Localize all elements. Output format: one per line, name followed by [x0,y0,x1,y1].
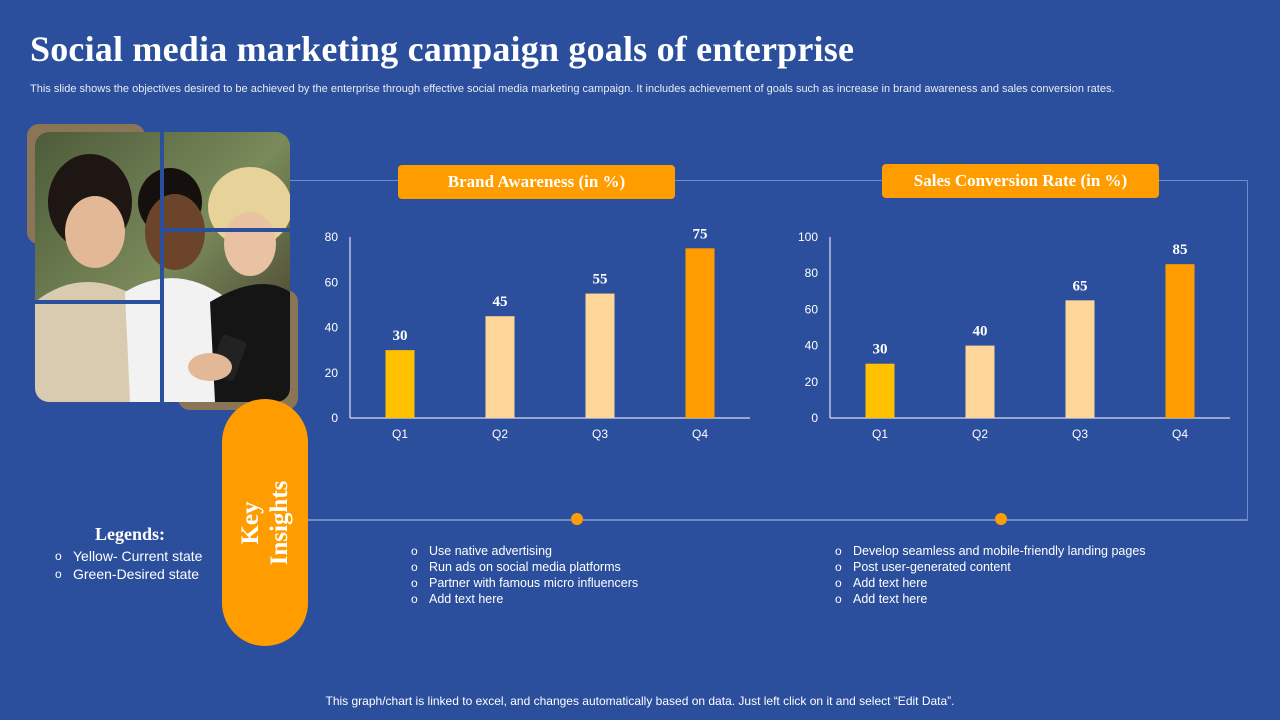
y-tick-label: 0 [811,411,818,425]
key-insights-line2: Insights [266,480,293,565]
x-tick-label: Q3 [1072,427,1088,441]
bar [485,316,515,418]
insights-list-right: Develop seamless and mobile-friendly lan… [835,543,1146,607]
insight-right-3: Add text here [835,575,1146,591]
insight-left-2: Run ads on social media platforms [411,559,638,575]
bar [385,350,415,418]
footer-note: This graph/chart is linked to excel, and… [325,694,955,708]
key-insights-label: Key Insights [236,480,294,565]
insight-right-4: Add text here [835,591,1146,607]
page-subtitle: This slide shows the objectives desired … [30,83,1115,95]
x-tick-label: Q2 [492,427,508,441]
insight-left-3: Partner with famous micro influencers [411,575,638,591]
insights-list-left: Use native advertising Run ads on social… [411,543,638,607]
legend-item-current: Yellow- Current state [55,547,202,565]
timeline-dot-right [995,513,1007,525]
insight-right-1: Develop seamless and mobile-friendly lan… [835,543,1146,559]
bar [685,248,715,418]
y-tick-label: 40 [325,321,339,335]
sales-conversion-badge: Sales Conversion Rate (in %) [882,164,1159,198]
y-tick-label: 100 [798,230,818,244]
bar [1165,264,1195,418]
bar-value-label: 65 [1073,278,1088,294]
x-tick-label: Q3 [592,427,608,441]
y-tick-label: 80 [325,230,339,244]
x-tick-label: Q4 [1172,427,1188,441]
timeline-line [300,519,1248,521]
y-tick-label: 20 [805,375,819,389]
bar-value-label: 75 [693,226,708,242]
y-tick-label: 60 [805,302,819,316]
x-tick-label: Q4 [692,427,708,441]
y-tick-label: 0 [331,411,338,425]
x-tick-label: Q1 [872,427,888,441]
bar-value-label: 30 [873,342,888,358]
bar [965,345,995,418]
brand-awareness-chart: 0 20 40 60 80 30 Q1 45 Q2 55 Q3 75 Q4 [325,226,750,441]
y-tick-label: 40 [805,339,819,353]
x-tick-label: Q2 [972,427,988,441]
bar-value-label: 40 [973,324,988,340]
bar [865,363,895,418]
page-title: Social media marketing campaign goals of… [30,29,855,69]
bar-value-label: 30 [393,328,408,344]
legend-title: Legends: [95,524,166,544]
key-insights-line1: Key [237,500,264,545]
bar-value-label: 55 [593,272,608,288]
x-tick-label: Q1 [392,427,408,441]
timeline-dot-left [571,513,583,525]
bar [1065,300,1095,418]
insight-left-4: Add text here [411,591,638,607]
brand-awareness-badge: Brand Awareness (in %) [398,165,675,199]
bar [585,293,615,418]
team-photo [35,132,290,402]
legend-item-desired: Green-Desired state [55,565,202,583]
legend-list: Yellow- Current state Green-Desired stat… [55,547,202,583]
insight-right-2: Post user-generated content [835,559,1146,575]
insight-left-1: Use native advertising [411,543,638,559]
y-tick-label: 20 [325,366,339,380]
key-insights-pill: Key Insights [222,399,308,646]
y-tick-label: 80 [805,266,819,280]
sales-conversion-chart: 0 20 40 60 80 100 30 Q1 40 Q2 65 Q3 85 Q4 [798,230,1230,441]
bar-value-label: 45 [493,294,508,310]
y-tick-label: 60 [325,275,339,289]
bar-value-label: 85 [1173,242,1188,258]
